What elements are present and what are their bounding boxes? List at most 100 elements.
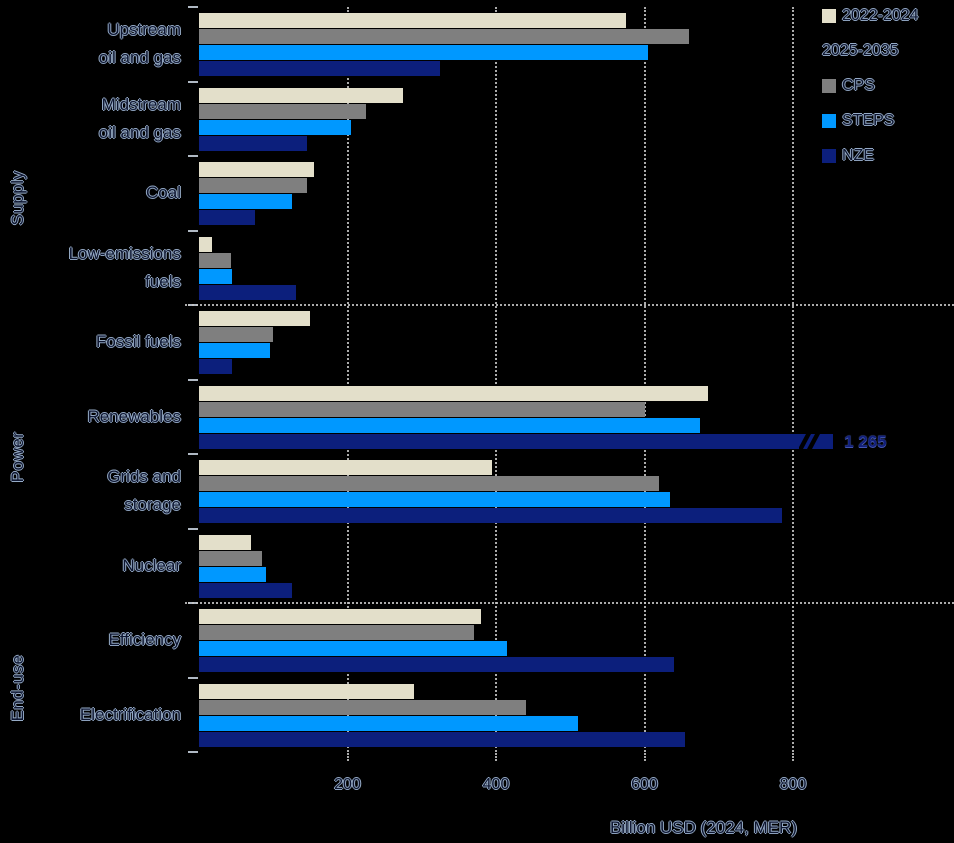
legend-label-nze: NZE	[842, 147, 874, 164]
legend-label-cps: CPS	[842, 77, 875, 94]
bar-fossil-fuels-steps	[199, 343, 270, 358]
legend: 2022-2024 2025-2035 CPS STEPS NZE	[822, 6, 954, 181]
category-label-nuclear: Nuclear	[122, 555, 181, 575]
gridline-800	[792, 7, 794, 752]
bar-electrification-steps	[199, 715, 578, 731]
legend-swatch-steps	[822, 114, 836, 128]
category-label-midstream-oil-and-gas: Midstream oil and gas	[98, 94, 181, 142]
bar-nuclear-cps	[199, 550, 263, 566]
gridline-600	[643, 7, 646, 752]
bar-grids-and-storage-nze	[199, 508, 782, 523]
category-group-midstream-oil-and-gas: Midstream oil and gas	[0, 82, 954, 157]
bar-renewables-nze: 1 265	[199, 432, 887, 451]
legend-label-2025-2035: 2025-2035	[822, 42, 899, 59]
bar-midstream-oil-and-gas-cps	[199, 103, 367, 119]
legend-item-cps: CPS	[822, 76, 954, 96]
category-group-low-emissions-fuels: Low-emissions fuels	[0, 231, 954, 306]
bar-midstream-oil-and-gas-2022-2024	[199, 87, 404, 103]
bar-upstream-oil-and-gas-2022-2024	[199, 13, 626, 28]
category-group-nuclear: Nuclear	[0, 529, 954, 604]
legend-item-steps: STEPS	[822, 111, 954, 131]
legend-item-2022-2024: 2022-2024	[822, 6, 954, 26]
bar-efficiency-cps	[199, 625, 474, 640]
bar-break-icon	[799, 432, 822, 450]
bar-electrification-2022-2024	[199, 683, 415, 699]
x-tick-label-400: 400	[482, 776, 510, 793]
bar-nuclear-steps	[199, 566, 266, 582]
bar-electrification-cps	[199, 699, 526, 715]
legend-swatch-cps	[822, 79, 836, 93]
category-group-electrification: Electrification	[0, 678, 954, 753]
category-label-grids-and-storage: Grids and storage	[107, 467, 181, 515]
category-label-electrification: Electrification	[79, 704, 181, 724]
category-group-fossil-fuels: Fossil fuels	[0, 305, 954, 380]
y-tickmark-7	[188, 527, 198, 530]
bar-renewables-2022-2024	[199, 385, 708, 401]
bar-value-label-renewables-nze: 1 265	[844, 431, 887, 451]
bar-coal-2022-2024	[199, 162, 315, 177]
bar-renewables-cps	[199, 401, 645, 417]
gridline-200	[346, 7, 349, 752]
bar-low-emissions-fuels-steps	[199, 268, 233, 284]
x-tick-label-600: 600	[631, 776, 658, 793]
legend-label-2022-2024: 2022-2024	[842, 7, 919, 24]
y-tickmark-10	[188, 751, 198, 753]
category-label-upstream-oil-and-gas: Upstream oil and gas	[98, 20, 181, 68]
bar-coal-cps	[199, 178, 307, 193]
bar-nuclear-nze	[199, 582, 292, 598]
bar-midstream-oil-and-gas-steps	[199, 119, 352, 135]
bar-efficiency-2022-2024	[199, 609, 482, 624]
category-label-fossil-fuels: Fossil fuels	[95, 332, 181, 352]
y-tickmark-5	[188, 378, 198, 381]
legend-label-steps: STEPS	[842, 112, 895, 129]
bar-midstream-oil-and-gas-nze	[199, 135, 307, 151]
bar-fossil-fuels-cps	[199, 327, 274, 342]
x-tickmark-200	[346, 753, 349, 761]
category-group-grids-and-storage: Grids and storage	[0, 454, 954, 529]
category-label-coal: Coal	[146, 183, 181, 203]
bar-upstream-oil-and-gas-steps	[199, 45, 649, 60]
x-tickmark-800	[792, 753, 794, 761]
y-tickmark-6	[188, 453, 198, 455]
bar-fossil-fuels-nze	[199, 359, 233, 374]
bar-low-emissions-fuels-2022-2024	[199, 236, 213, 252]
category-group-upstream-oil-and-gas: Upstream oil and gas	[0, 7, 954, 82]
category-group-renewables: Renewables 1 265	[0, 380, 954, 455]
bar-efficiency-nze	[199, 657, 675, 672]
bar-upstream-oil-and-gas-nze	[199, 61, 441, 76]
section-separator-end-use	[185, 602, 954, 604]
y-tickmark-9	[188, 676, 198, 679]
bar-grids-and-storage-cps	[199, 476, 660, 491]
bar-efficiency-steps	[199, 641, 508, 656]
x-tickmark-400	[495, 753, 497, 761]
category-group-coal: Coal	[0, 156, 954, 231]
y-tickmark-3	[188, 229, 198, 232]
x-tick-label-200: 200	[334, 776, 361, 793]
legend-item-nze: NZE	[822, 146, 954, 166]
gridline-400	[495, 7, 497, 752]
bar-coal-nze	[199, 210, 255, 225]
category-label-low-emissions-fuels: Low-emissions fuels	[68, 243, 181, 291]
y-tickmark-2	[188, 155, 198, 157]
bar-renewables-steps	[199, 417, 701, 433]
category-group-efficiency: Efficiency	[0, 603, 954, 678]
section-separator-power	[185, 304, 954, 306]
bar-coal-steps	[199, 194, 292, 209]
bar-grids-and-storage-2022-2024	[199, 460, 493, 475]
bar-nuclear-2022-2024	[199, 534, 251, 550]
x-axis-title: Billion USD (2024, MER)	[609, 818, 797, 837]
x-tickmark-600	[643, 753, 646, 761]
category-label-renewables: Renewables	[87, 406, 181, 426]
legend-item-2025-2035: 2025-2035	[822, 41, 954, 61]
bar-fossil-fuels-2022-2024	[199, 311, 311, 326]
bar-low-emissions-fuels-cps	[199, 252, 231, 268]
y-tickmark-0	[188, 6, 198, 8]
bar-upstream-oil-and-gas-cps	[199, 29, 690, 44]
x-tick-label-800: 800	[779, 776, 807, 793]
category-label-efficiency: Efficiency	[108, 630, 181, 650]
y-tickmark-1	[188, 80, 198, 83]
legend-swatch-nze	[822, 149, 836, 163]
bar-low-emissions-fuels-nze	[199, 284, 296, 300]
legend-swatch-2022-2024	[822, 9, 836, 23]
